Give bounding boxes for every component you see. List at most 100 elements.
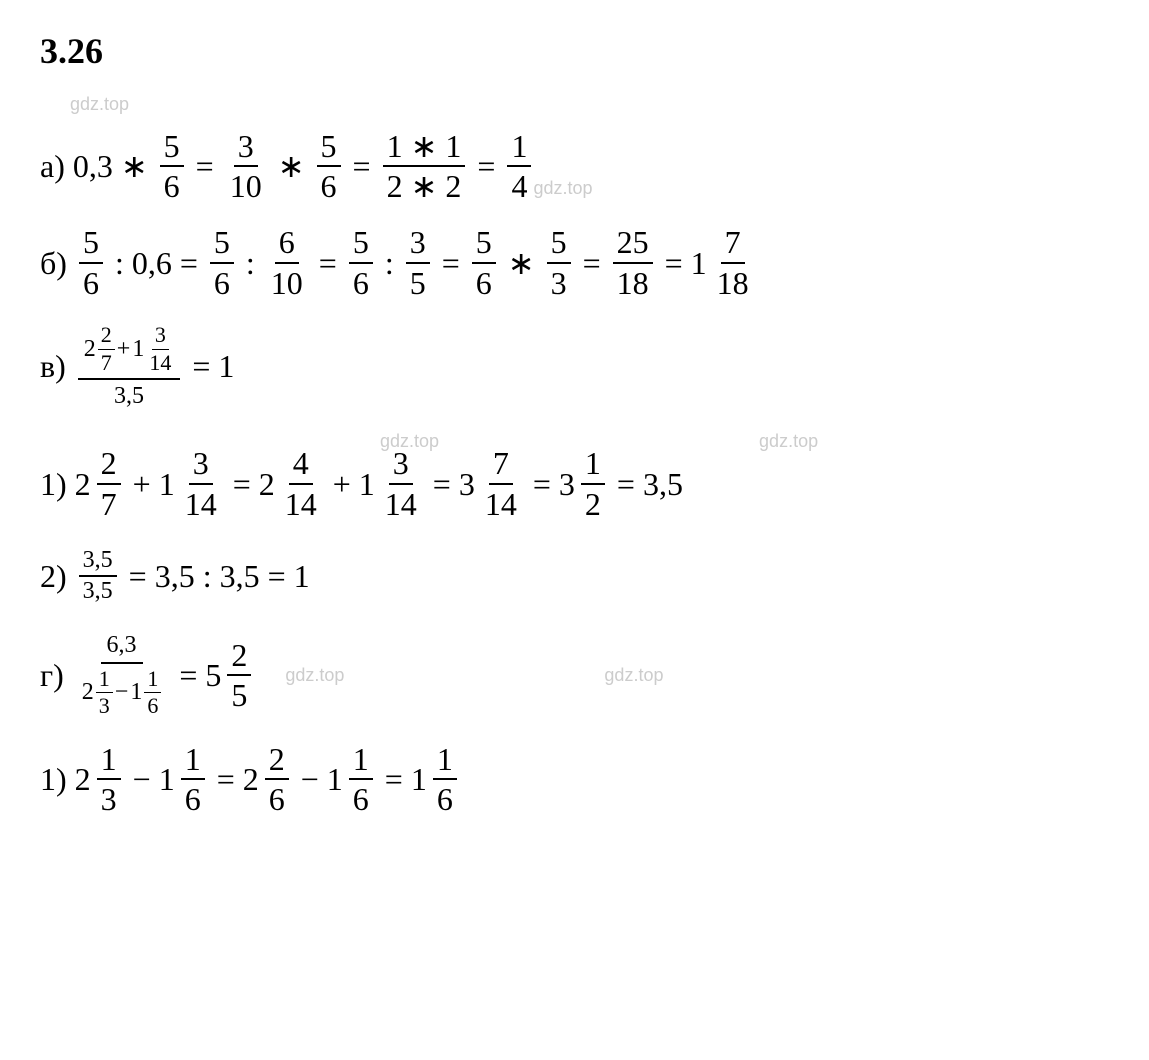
op-minus: − [115,678,129,707]
mixed-number: 2 1 3 [75,740,125,819]
whole: 3 [459,465,475,503]
denominator: 10 [267,264,307,302]
fraction: 7 18 [713,223,753,302]
op-eq: = [442,244,460,282]
numerator: 2 [265,740,289,780]
numerator: 7 [721,223,745,263]
op-div: : [246,244,255,282]
fraction: 3 14 [381,444,421,523]
op-eq: = [353,147,371,185]
numerator: 1 ∗ 1 [383,127,466,167]
denominator: 5 [406,264,430,302]
op-eq: = [129,557,147,595]
mixed-number: 1 1 6 [411,740,461,819]
label-step1b: 1) [40,760,67,798]
big-denominator: 3,5 [108,380,150,413]
denominator: 3 [547,264,571,302]
denominator: 14 [146,350,174,376]
result: 3,5 [643,465,683,503]
denominator: 6 [210,264,234,302]
mixed-number: 1 7 18 [691,223,757,302]
mixed-number: 2 1 3 [82,666,113,720]
mixed-number: 2 2 7 [84,322,115,376]
fraction: 2 5 [227,636,251,715]
problem-number: 3.26 [40,30,1109,73]
op-eq: = [433,465,451,503]
denominator: 6 [79,264,103,302]
whole: 2 [84,335,96,364]
op-eq: = [192,347,210,385]
fraction: 1 4 [507,127,531,206]
fraction: 2 7 [97,444,121,523]
denominator: 14 [281,485,321,523]
denominator: 2 ∗ 2 [383,167,466,205]
op-div: : [385,244,394,282]
denominator: 18 [713,264,753,302]
whole: 2 [259,465,275,503]
numerator: 1 [581,444,605,484]
numerator: 4 [289,444,313,484]
numerator: 3 [234,127,258,167]
denominator: 4 [507,167,531,205]
op-eq: = [477,147,495,185]
text: 3,5 [155,557,195,595]
denominator: 7 [98,350,115,376]
big-denominator: 2 1 3 − 1 1 6 [76,664,168,722]
numerator: 2 [97,444,121,484]
whole: 1 [159,760,175,798]
op-mult: ∗ [121,147,148,185]
watermark-v1b: gdz.top [759,431,818,453]
fraction: 1 3 [97,740,121,819]
fraction: 2 6 [265,740,289,819]
result: 1 [294,557,310,595]
text: 3,5 [220,557,260,595]
fraction: 1 6 [181,740,205,819]
denominator: 2 [581,485,605,523]
fraction: 6 10 [267,223,307,302]
mixed-number: 3 7 14 [459,444,525,523]
op-eq: = [233,465,251,503]
fraction: 3 14 [146,322,174,376]
watermark-top: gdz.top [70,94,129,114]
denominator: 14 [181,485,221,523]
whole: 2 [75,465,91,503]
mixed-number: 1 1 6 [130,666,161,720]
op-eq: = [385,760,403,798]
fraction: 1 2 [581,444,605,523]
equation-row-b: б) 5 6 : 0,6 = 5 6 : 6 10 = 5 6 : 3 5 = … [40,223,1109,302]
numerator: 5 [472,223,496,263]
mixed-number: 3 1 2 [559,444,609,523]
numerator: 1 [97,740,121,780]
numerator: 3 [406,223,430,263]
numerator: 3 [152,322,169,349]
big-fraction: 2 2 7 + 1 3 14 3,5 [78,320,181,413]
denominator: 3,5 [79,577,117,606]
numerator: 1 [181,740,205,780]
op-eq: = [180,244,198,282]
numerator: 3,5 [79,546,117,577]
numerator: 2 [98,322,115,349]
op-eq: = [617,465,635,503]
op-eq: = [179,656,197,694]
denominator: 6 [317,167,341,205]
whole: 5 [205,656,221,694]
denominator: 6 [472,264,496,302]
whole: 1 [159,465,175,503]
whole: 1 [132,335,144,364]
numerator: 3 [389,444,413,484]
mixed-number: 5 2 5 [205,636,255,715]
denominator: 6 [349,780,373,818]
label-a: а) [40,147,65,185]
numerator: 5 [349,223,373,263]
fraction: 3 10 [226,127,266,206]
op-eq: = [217,760,235,798]
op-mult: ∗ [508,244,535,282]
label-g: г) [40,656,64,694]
fraction: 5 6 [317,127,341,206]
op-eq: = [583,244,601,282]
fraction: 7 14 [481,444,521,523]
text: 0,6 [132,244,172,282]
fraction: 2 7 [98,322,115,376]
big-numerator: 6,3 [101,629,143,664]
op-eq: = [196,147,214,185]
